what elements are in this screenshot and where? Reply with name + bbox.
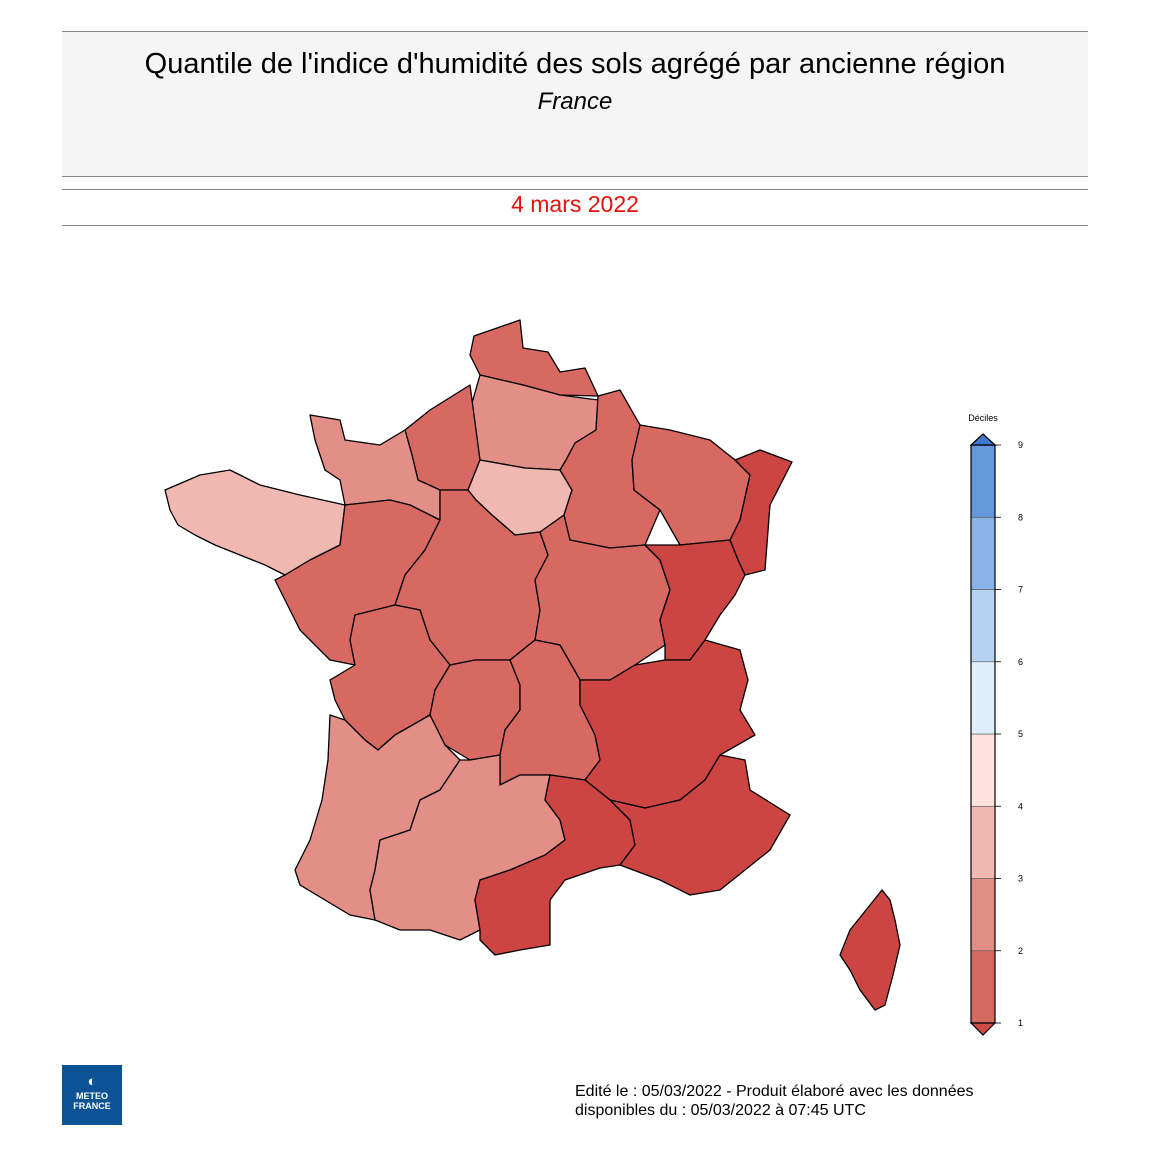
legend-cell [970, 733, 996, 807]
divider-top [62, 189, 1088, 190]
meteo-france-emblem-icon: ◐ [87, 1073, 97, 1090]
decile-legend: Déciles 1 2 3 4 5 6 7 8 9 [968, 413, 1023, 1036]
edition-footer: Edité le : 05/03/2022 - Produit élaboré … [575, 1082, 974, 1120]
divider-bottom [62, 225, 1088, 226]
legend-tick-label: 6 [1018, 657, 1023, 667]
legend-cell [970, 589, 996, 663]
legend-arrow-high [969, 433, 997, 446]
legend-arrow-low [969, 1022, 997, 1036]
legend-tick-label: 5 [1018, 729, 1023, 739]
region-corse [839, 889, 901, 1011]
title-panel: Quantile de l'indice d'humidité des sols… [62, 31, 1088, 177]
legend-tick-label: 8 [1018, 512, 1023, 522]
legend-tick-label: 3 [1018, 874, 1023, 884]
legend-cell [970, 950, 996, 1024]
map-date: 4 mars 2022 [511, 191, 639, 217]
legend-tick-label: 1 [1018, 1018, 1023, 1028]
legend-cell [970, 444, 996, 518]
legend-tick-label: 4 [1018, 801, 1023, 811]
legend-cell [970, 661, 996, 735]
region-rhone-alpes [579, 639, 756, 809]
logo-line-2: FRANCE [73, 1101, 111, 1111]
legend-tick-label: 7 [1018, 585, 1023, 595]
map-title: Quantile de l'indice d'humidité des sols… [144, 48, 1006, 80]
legend-tick-label: 2 [1018, 946, 1023, 956]
region-nord-pas-de-calais [469, 319, 599, 397]
legend-title: Déciles [968, 413, 998, 423]
legend-cell [970, 516, 996, 590]
region-paca [609, 754, 791, 896]
logo-line-1: METEO [75, 1091, 108, 1101]
footer-line-1: Edité le : 05/03/2022 - Produit élaboré … [575, 1083, 974, 1100]
footer-line-2: disponibles du : 05/03/2022 à 07:45 UTC [575, 1102, 866, 1119]
legend-cell [970, 805, 996, 879]
region-bourgogne [534, 514, 671, 681]
legend-tick-label: 9 [1018, 440, 1023, 450]
map-subtitle: France [537, 88, 613, 115]
meteo-france-logo: ◐ METEO FRANCE [62, 1065, 122, 1125]
legend-cell [970, 878, 996, 952]
